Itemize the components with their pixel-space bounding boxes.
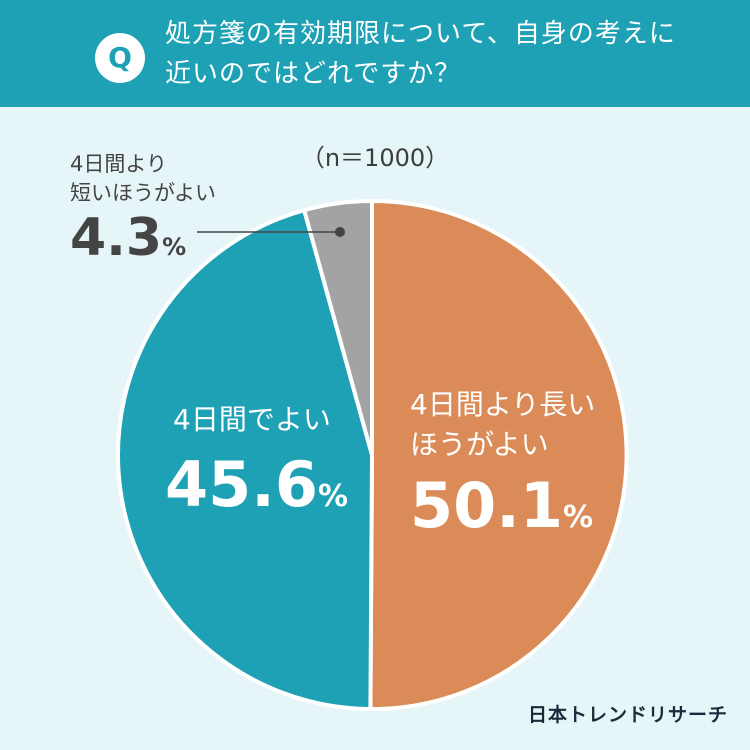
value-number-short: 4.3 xyxy=(70,208,163,268)
pie-slice-short xyxy=(302,199,374,457)
percent-sign-long: % xyxy=(562,500,594,535)
value-number-four-days: 45.6 xyxy=(165,448,318,521)
percent-sign-short: % xyxy=(162,233,187,261)
slice-label-long: 4日間より長い ほうがよい 50.1% xyxy=(410,385,595,537)
question-line-2: 近いのではどれですか？ xyxy=(165,59,462,89)
slice-value-long: 50.1% xyxy=(410,475,595,537)
leader-dot xyxy=(335,227,345,237)
question-line-1: 処方箋の有効期限について、自身の考えに xyxy=(165,19,676,49)
slice-name-four-days: 4日間でよい xyxy=(173,403,331,436)
question-header: Q 処方箋の有効期限について、自身の考えに 近いのではどれですか？ xyxy=(0,0,750,107)
slice-name-long-line2: ほうがよい xyxy=(410,428,549,461)
sample-size: （n＝1000） xyxy=(300,144,450,172)
slice-value-four-days: 45.6% xyxy=(165,454,348,516)
slice-value-short: 4.3% xyxy=(70,212,216,264)
slice-name-short-line1: 4日間より xyxy=(70,152,167,176)
pie-slice-long xyxy=(368,198,629,711)
q-badge: Q xyxy=(95,33,145,83)
slice-label-four-days: 4日間でよい 45.6% xyxy=(165,400,348,516)
slice-name-long-line1: 4日間より長い xyxy=(410,388,596,421)
percent-sign-four-days: % xyxy=(317,479,349,514)
brand-logo: 日本トレンドリサーチ xyxy=(527,704,728,726)
slice-label-short: 4日間より 短いほうがよい 4.3% xyxy=(70,150,216,264)
value-number-long: 50.1 xyxy=(410,469,563,542)
pie-slice-four-days xyxy=(116,208,374,711)
slice-name-short-line2: 短いほうがよい xyxy=(70,181,216,205)
question-text: 処方箋の有効期限について、自身の考えに 近いのではどれですか？ xyxy=(165,14,725,94)
